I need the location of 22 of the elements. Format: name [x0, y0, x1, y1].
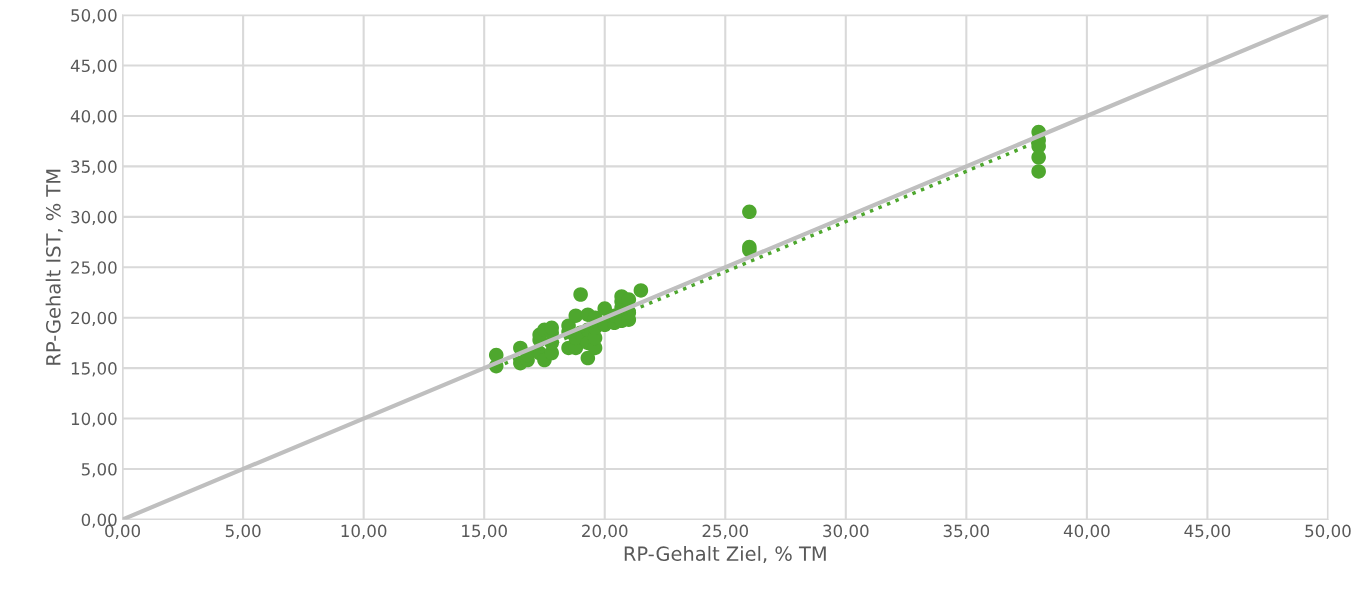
x-tick-label: 40,00 [1063, 524, 1110, 539]
x-tick-label: 50,00 [1305, 524, 1351, 539]
x-tick-label: 45,00 [1184, 524, 1231, 539]
y-tick-label: 15,00 [71, 362, 117, 377]
y-tick-label: 50,00 [71, 9, 117, 24]
x-tick-label: 20,00 [582, 524, 628, 539]
x-axis-title: RP-Gehalt Ziel, % TM [624, 545, 826, 564]
y-axis-title: RP-Gehalt IST, % TM [45, 169, 63, 365]
x-tick-label: 25,00 [702, 524, 749, 539]
y-tick-label: 45,00 [70, 59, 117, 74]
x-tick-label: 5,00 [225, 524, 261, 539]
y-tick-label: 35,00 [71, 160, 117, 175]
y-tick-label: 30,00 [71, 210, 117, 226]
x-tick-label: 10,00 [341, 524, 387, 539]
y-tick-label: 10,00 [71, 412, 117, 427]
y-tick-label: 40,00 [70, 109, 117, 125]
y-tick-label: 5,00 [81, 462, 117, 478]
x-tick-label: 35,00 [943, 524, 990, 539]
y-tick-label: 20,00 [71, 311, 117, 326]
x-tick-label: 15,00 [462, 524, 507, 539]
y-tick-label: 25,00 [71, 261, 117, 276]
x-tick-label: 30,00 [823, 524, 869, 539]
